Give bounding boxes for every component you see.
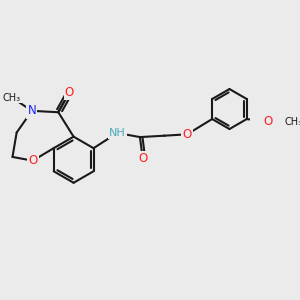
Text: O: O — [65, 86, 74, 99]
Text: O: O — [28, 154, 38, 167]
Text: O: O — [263, 115, 272, 128]
Text: O: O — [138, 152, 147, 165]
Text: NH: NH — [109, 128, 125, 138]
Text: N: N — [28, 104, 36, 117]
Text: CH₃: CH₃ — [3, 92, 21, 103]
Text: CH₃: CH₃ — [284, 117, 300, 127]
Text: O: O — [182, 128, 192, 141]
